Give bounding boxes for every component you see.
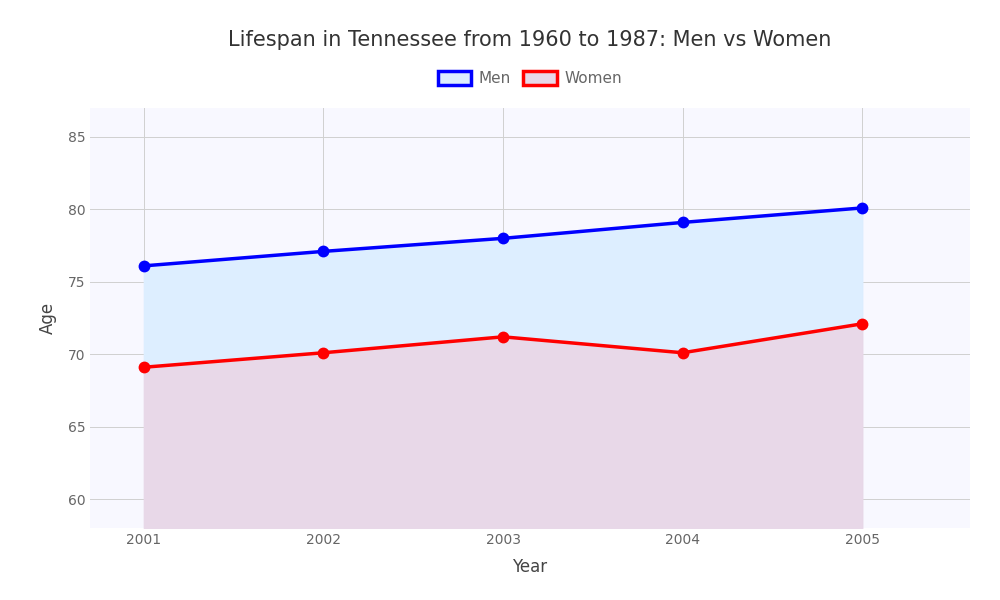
Title: Lifespan in Tennessee from 1960 to 1987: Men vs Women: Lifespan in Tennessee from 1960 to 1987:… xyxy=(228,29,832,49)
Y-axis label: Age: Age xyxy=(38,302,56,334)
Legend: Men, Women: Men, Women xyxy=(432,65,628,92)
X-axis label: Year: Year xyxy=(512,558,548,576)
